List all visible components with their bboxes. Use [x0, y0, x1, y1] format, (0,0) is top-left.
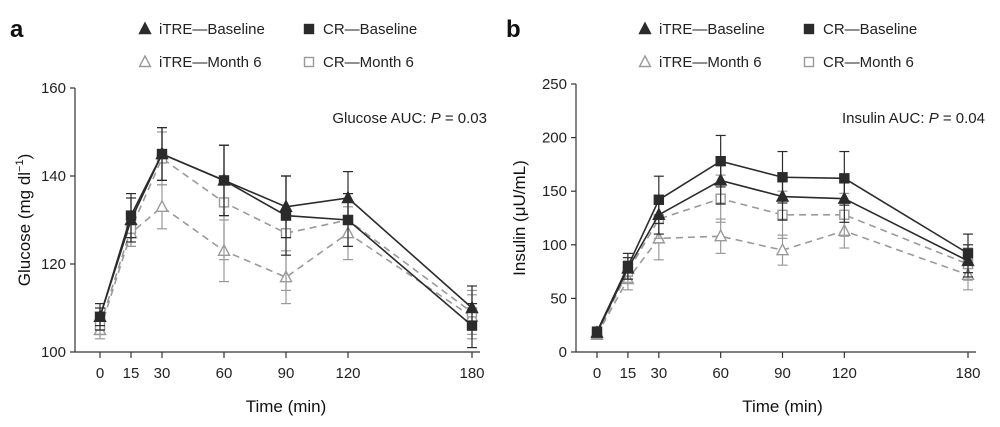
legend-item: iTRE—Month 6	[138, 54, 262, 71]
y-axis-title: Insulin (μU/mL)	[510, 160, 529, 276]
data-point	[155, 199, 169, 213]
y-tick-label: 120	[41, 256, 66, 273]
x-tick-label: 180	[459, 365, 484, 382]
y-tick-label: 160	[41, 80, 66, 97]
y-tick-label: 100	[41, 344, 66, 361]
legend-label: CR—Month 6	[323, 54, 414, 71]
legend-label: CR—Baseline	[323, 21, 417, 38]
legend-label: iTRE—Month 6	[159, 54, 262, 71]
legend-item: CR—Baseline	[803, 21, 917, 38]
legend-marker	[638, 21, 652, 35]
legend-label: CR—Month 6	[823, 54, 914, 71]
data-point	[777, 172, 788, 183]
data-point	[466, 320, 478, 331]
x-tick-label: 15	[620, 365, 637, 382]
data-point	[591, 326, 603, 337]
data-point	[839, 173, 850, 184]
legend-marker	[638, 54, 652, 68]
auc-prefix: Insulin AUC:	[842, 110, 929, 127]
panel-letter: a	[10, 16, 24, 43]
data-point	[280, 210, 292, 221]
x-axis-title: Time (min)	[742, 397, 823, 416]
auc-annotation: Insulin AUC: P = 0.04	[842, 110, 985, 127]
auc-prefix: Glucose AUC:	[332, 110, 430, 127]
y-axis-title-text: Glucose (mg dl	[15, 172, 34, 286]
auc-p: P	[929, 110, 939, 127]
legend-marker	[303, 23, 315, 35]
x-tick-label: 60	[712, 365, 729, 382]
data-point	[125, 210, 137, 221]
x-tick-label: 90	[774, 365, 791, 382]
auc-annotation: Glucose AUC: P = 0.03	[332, 110, 487, 127]
panel-letter: b	[506, 16, 521, 43]
data-point	[342, 214, 354, 226]
data-point	[715, 155, 726, 167]
legend-marker	[803, 56, 815, 68]
y-tick-label: 140	[41, 168, 66, 185]
x-tick-label: 0	[593, 365, 601, 382]
legend-item: iTRE—Baseline	[138, 21, 265, 38]
panel-b: b 0 50 100 150 200 250 0 15 30 60 90 120 180 Time (min…	[506, 16, 985, 416]
legend-item: iTRE—Baseline	[638, 21, 765, 38]
y-tick-label: 150	[542, 183, 567, 200]
y-tick-label: 100	[542, 237, 567, 254]
legend-label: iTRE—Baseline	[159, 21, 265, 38]
data-point	[218, 175, 230, 186]
legend-item: CR—Baseline	[303, 21, 417, 38]
data-point	[714, 228, 728, 242]
y-axis-title-sup: −1	[14, 159, 26, 172]
legend-item: iTRE—Month 6	[638, 54, 762, 71]
data-point	[156, 148, 168, 160]
legend-marker	[138, 54, 152, 68]
legend-item: CR—Month 6	[303, 54, 414, 71]
x-tick-label: 15	[123, 365, 140, 382]
x-tick-label: 0	[96, 365, 104, 382]
y-tick-label: 50	[550, 290, 567, 307]
legend-label: CR—Baseline	[823, 21, 917, 38]
x-tick-label: 30	[154, 365, 171, 382]
y-tick-label: 0	[559, 344, 567, 361]
auc-suffix: = 0.04	[939, 110, 985, 127]
data-point	[962, 248, 974, 259]
y-axis-title-end: )	[15, 154, 34, 160]
legend-marker	[303, 56, 315, 68]
y-tick-label: 250	[542, 76, 567, 93]
data-point	[775, 242, 790, 256]
x-tick-label: 120	[832, 365, 857, 382]
x-tick-label: 180	[955, 365, 980, 382]
y-axis-title-text: Insulin (μU/mL)	[510, 160, 529, 276]
legend-label: iTRE—Baseline	[659, 21, 765, 38]
legend-marker	[138, 21, 152, 35]
data-point	[94, 311, 106, 322]
auc-suffix: = 0.03	[441, 110, 487, 127]
x-tick-label: 30	[650, 365, 667, 382]
y-axis-title: Glucose (mg dl−1)	[14, 154, 35, 287]
x-tick-label: 90	[278, 365, 295, 382]
data-point	[653, 194, 665, 205]
data-point	[622, 261, 634, 272]
panel-a: a 100 120 140 160 0 15 30 60 90 120 180 Time (min) Gl…	[10, 16, 487, 416]
auc-p: P	[431, 110, 441, 127]
x-tick-label: 60	[216, 365, 233, 382]
legend-label: iTRE—Month 6	[659, 54, 762, 71]
series-1	[94, 126, 478, 349]
x-tick-label: 120	[335, 365, 360, 382]
y-tick-label: 200	[542, 130, 567, 147]
legend-item: CR—Month 6	[803, 54, 914, 71]
legend-marker	[803, 23, 815, 35]
x-axis-title: Time (min)	[246, 397, 327, 416]
series-1	[591, 134, 974, 337]
